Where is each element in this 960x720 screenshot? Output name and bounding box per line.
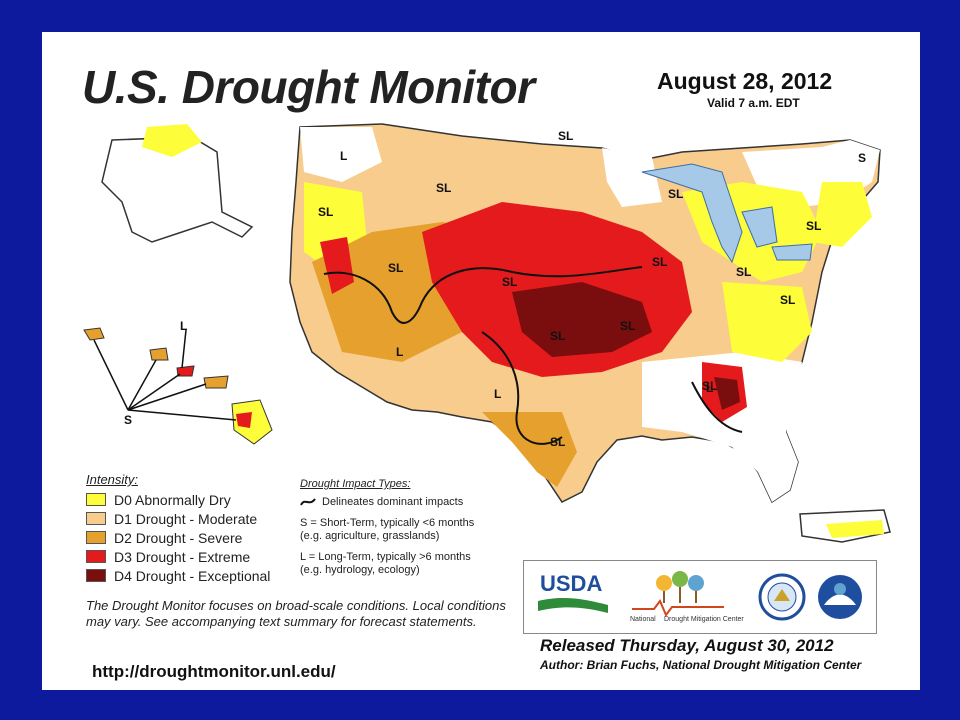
impact-types: Drought Impact Types: Delineates dominan… [300,478,520,585]
hawaii-island-4 [203,375,229,389]
impact-delineates: Delineates dominant impacts [300,496,520,509]
hawaii-pointer-2 [127,359,157,411]
ndmc-logo: National Drought Mitigation Center [630,571,744,623]
legend-label: D4 Drought - Exceptional [114,567,271,584]
legend-swatch-d0 [86,493,106,506]
map-label: SL [318,205,333,219]
legend-swatch-d3 [86,550,106,563]
map-label: L [340,149,347,163]
impact-long-term: L = Long-Term, typically >6 months (e.g.… [300,551,520,577]
d2-texas [482,412,577,487]
note-text: The Drought Monitor focuses on broad-sca… [86,598,506,629]
drought-monitor-link[interactable]: http://droughtmonitor.unl.edu/ [92,662,336,681]
map-label: SL [502,275,517,289]
map-label: SL [550,329,565,343]
impact-long-term-sub: (e.g. hydrology, ecology) [300,564,420,576]
map-label: SL [558,129,573,143]
hawaii-island-2 [149,347,169,361]
d0-southeast [722,282,812,362]
map-date: August 28, 2012 [657,68,833,94]
legend-item-d4: D4 Drought - Exceptional [86,566,306,585]
map-label: L [494,387,501,401]
legend-label: D0 Abnormally Dry [114,491,231,508]
hawaii-pointer-3 [127,373,181,411]
d3-nevada [320,237,354,294]
no-drought-northwest [300,127,382,182]
map-label: L [180,319,187,333]
logo-panel: USDA National Drought Mitigation Center [523,560,877,634]
d4-central [512,282,652,357]
impact-delineates-text: Delineates dominant impacts [322,496,464,508]
drought-map: L SL SL SL SL SL SL SL SL SL SL SL SL SL… [83,123,891,543]
map-label: SL [620,319,635,333]
map-label: SL [436,181,451,195]
d4-georgia [714,377,740,410]
intensity-legend: Intensity: D0 Abnormally Dry D1 Drought … [86,472,306,585]
usda-logo-swoosh [538,598,608,613]
legend-item-d0: D0 Abnormally Dry [86,490,306,509]
impact-short-term-sub: (e.g. agriculture, grasslands) [300,530,440,542]
map-label: SL [550,435,565,449]
map-label: SL [780,293,795,307]
legend-label: D3 Drought - Extreme [114,548,251,565]
hawaii-big-island [231,399,273,445]
great-lakes [641,163,813,264]
impact-heading: Drought Impact Types: [300,478,411,490]
ndmc-logo-line1: National [630,616,656,623]
impact-short-term-text: S = Short-Term, typically <6 months [300,517,475,529]
usda-logo-text: USDA [540,571,602,596]
hawaii-pointer-4 [127,383,207,411]
ndmc-logo-line2: Drought Mitigation Center [664,616,744,623]
legend-label: D2 Drought - Severe [114,529,243,546]
legend-label: D1 Drought - Moderate [114,510,258,527]
boundary-line-icon [300,498,316,506]
hawaii-pointer-6 [181,329,187,369]
hawaii-island-1 [83,327,105,341]
map-label: L [396,345,403,359]
no-drought-minnesota [602,148,662,207]
map-label: SL [668,187,683,201]
map-label: S [858,151,866,165]
impact-boundary-1 [323,266,643,324]
alaska-d0 [142,124,202,157]
hawaii-pointer-1 [93,339,129,411]
author: Author: Brian Fuchs, National Drought Mi… [540,658,862,672]
legend-swatch-d1 [86,512,106,525]
legend-item-d1: D1 Drought - Moderate [86,509,306,528]
alaska [101,136,254,243]
legend-swatch-d4 [86,569,106,582]
impact-short-term: S = Short-Term, typically <6 months (e.g… [300,517,520,543]
hawaii-pointer-5 [127,409,237,421]
legend-item-d3: D3 Drought - Extreme [86,547,306,566]
map-label: SL [388,261,403,275]
impact-boundary-2 [481,331,563,445]
hawaii-island-3 [176,365,195,377]
legend-heading: Intensity: [86,472,139,487]
page-title: U.S. Drought Monitor [82,61,535,113]
map-label: SL [702,379,717,393]
impact-long-term-text: L = Long-Term, typically >6 months [300,551,471,563]
map-label: SL [652,255,667,269]
legend-swatch-d2 [86,531,106,544]
puerto-rico-d0 [826,520,884,538]
hawaii-big-island-d3 [236,412,252,428]
d0-northeast [812,182,872,247]
map-label: SL [736,265,751,279]
map-label: L [706,381,713,395]
map-label: SL [806,219,821,233]
logo-strip: USDA National Drought Mitigation Center [538,571,862,623]
no-drought-southeast [642,352,802,502]
valid-time: Valid 7 a.m. EDT [707,96,800,110]
slide: L SL SL SL SL SL SL SL SL SL SL SL SL SL… [42,32,920,690]
impact-boundary-3 [691,381,743,433]
legend-item-d2: D2 Drought - Severe [86,528,306,547]
released-date: Released Thursday, August 30, 2012 [540,636,834,655]
map-label: S [124,413,132,427]
